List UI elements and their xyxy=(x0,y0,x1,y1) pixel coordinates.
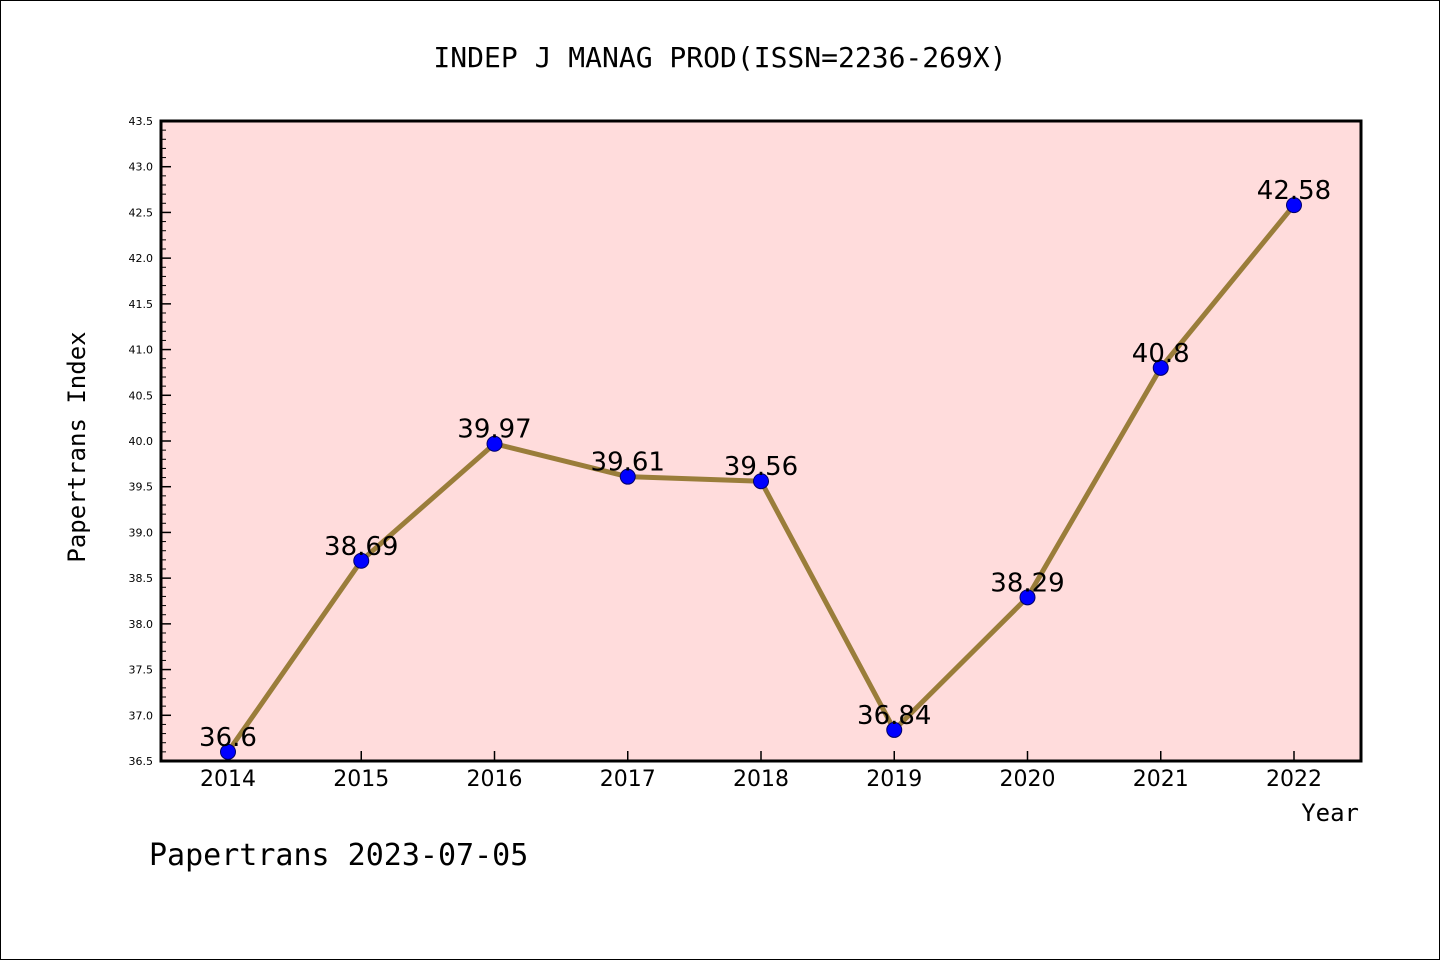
x-tick-label: 2018 xyxy=(733,767,789,792)
data-label: 39.61 xyxy=(591,448,665,478)
x-axis-label: Year xyxy=(1301,799,1359,827)
data-point xyxy=(619,468,636,485)
y-tick-label: 36.5 xyxy=(129,755,154,768)
data-label: 40.8 xyxy=(1132,339,1190,369)
y-tick-label: 39.0 xyxy=(129,526,154,539)
x-axis: 2014 2015 2016 2017 2018 2019 2020 2021 2022 xyxy=(200,751,1322,792)
y-tick-label: 40.5 xyxy=(129,389,154,402)
y-axis-label: Papertrans Index xyxy=(63,331,91,562)
data-point xyxy=(1152,359,1169,376)
data-point xyxy=(220,743,236,760)
x-tick-label: 2020 xyxy=(1000,767,1056,792)
data-point xyxy=(1019,589,1036,606)
data-point xyxy=(353,552,370,569)
data-point xyxy=(753,473,769,490)
plot-frame xyxy=(159,119,1363,763)
data-point xyxy=(886,721,903,738)
y-tick-label: 37.5 xyxy=(129,664,154,677)
y-tick-label: 43.5 xyxy=(129,115,154,128)
x-tick-label: 2017 xyxy=(600,767,656,792)
x-tick-label: 2022 xyxy=(1266,767,1322,792)
data-point xyxy=(1286,197,1302,214)
data-label: 39.56 xyxy=(724,452,798,482)
data-label: 38.69 xyxy=(324,532,398,562)
x-tick-label: 2021 xyxy=(1133,767,1189,792)
y-tick-label: 41.5 xyxy=(129,298,154,311)
x-tick-label: 2014 xyxy=(200,767,256,792)
data-label: 42.58 xyxy=(1257,176,1331,206)
x-tick-label: 2016 xyxy=(467,767,523,792)
y-tick-label: 42.5 xyxy=(129,206,154,219)
y-tick-label: 37.0 xyxy=(129,709,154,722)
data-labels: 36.6 38.69 39.97 39.61 39.56 36.84 38.29 40.8 42… xyxy=(199,176,1331,753)
chart-title: INDEP J MANAG PROD(ISSN=2236-269X) xyxy=(433,41,1006,74)
y-tick-label: 38.0 xyxy=(129,618,154,631)
x-tick-label: 2015 xyxy=(333,767,389,792)
y-tick-label: 42.0 xyxy=(129,252,154,265)
series-markers xyxy=(220,197,1302,760)
footer-watermark: Papertrans 2023-07-05 xyxy=(149,838,528,873)
y-tick-label: 39.5 xyxy=(129,481,154,494)
y-tick-label: 41.0 xyxy=(129,344,154,357)
y-axis: 36.5 37.0 37.5 38.0 38.5 39.0 39.5 40.0 40.5 41.0… xyxy=(129,115,171,768)
plot-area xyxy=(161,121,1361,761)
data-label: 36.6 xyxy=(199,723,257,753)
data-label: 39.97 xyxy=(457,415,531,445)
y-tick-label: 38.5 xyxy=(129,572,154,585)
y-tick-label: 40.0 xyxy=(129,435,154,448)
data-label: 38.29 xyxy=(990,568,1064,598)
y-tick-label: 43.0 xyxy=(129,161,154,174)
data-point xyxy=(486,435,503,452)
data-label: 36.84 xyxy=(857,701,931,731)
x-tick-label: 2019 xyxy=(866,767,922,792)
